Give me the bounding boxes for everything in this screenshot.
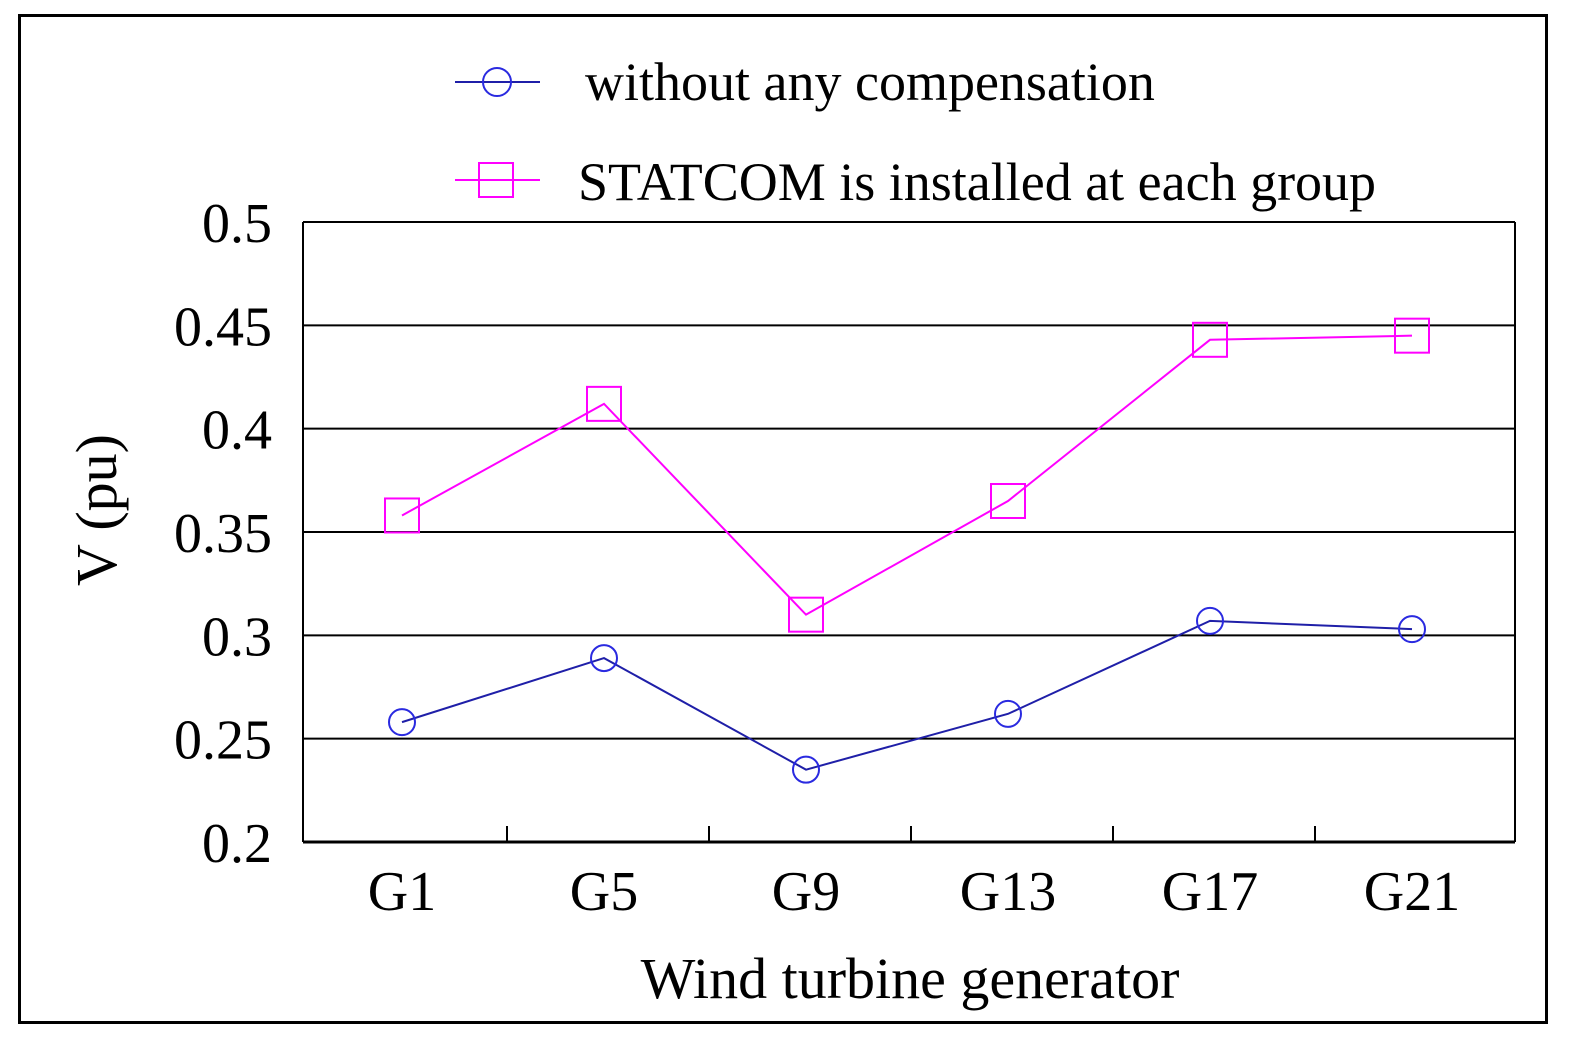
point-without-compensation-g17 [1196,606,1224,635]
point-without-compensation-g9 [792,755,820,784]
point-statcom-g21 [1394,317,1430,354]
series-group [384,317,1430,784]
x-tick-label-g21: G21 [1364,861,1460,923]
y-tick-label-0_45: 0.45 [174,296,272,358]
x-tick-label-g9: G9 [772,861,840,923]
y-tick-labels: 0.2 0.25 0.3 0.35 0.4 0.45 0.5 [174,193,272,875]
point-without-compensation-g13 [994,699,1022,728]
x-tick-label-g17: G17 [1162,861,1258,923]
chart-frame [18,14,1548,1024]
x-tick-label-g13: G13 [960,861,1056,923]
series-statcom [384,317,1430,633]
series-line-without-compensation [401,619,1413,771]
legend-label-statcom: STATCOM is installed at each group [578,152,1376,212]
point-without-compensation-g1 [388,708,416,737]
x-tick-marks [506,826,1316,842]
gridlines [303,221,1515,740]
legend: without any compensation STATCOM is inst… [455,52,1376,212]
legend-marker-square [478,162,514,198]
point-statcom-g5 [586,385,622,422]
y-axis-title: V (pu) [64,434,129,586]
y-tick-label-0_3: 0.3 [202,606,272,668]
point-statcom-g17 [1192,321,1228,358]
series-without-compensation [388,606,1426,784]
y-tick-label-0_35: 0.35 [174,503,272,565]
x-tick-labels: G1 G5 G9 G13 G17 G21 [368,861,1460,923]
y-tick-label-0_25: 0.25 [174,710,272,772]
y-tick-label-0_4: 0.4 [202,400,272,462]
point-without-compensation-g5 [590,644,618,673]
series-line-statcom [401,334,1413,616]
y-tick-label-0_2: 0.2 [202,813,272,875]
x-tick-label-g1: G1 [368,861,436,923]
point-statcom-g1 [384,497,420,534]
legend-item-without-compensation: without any compensation [455,52,1155,112]
x-tick-label-g5: G5 [570,861,638,923]
legend-marker-circle [482,67,512,97]
x-axis-title: Wind turbine generator [641,946,1180,1011]
point-without-compensation-g21 [1398,615,1426,644]
legend-item-statcom: STATCOM is installed at each group [455,152,1376,212]
y-tick-label-0_5: 0.5 [202,193,272,255]
point-statcom-g13 [990,483,1026,519]
point-statcom-g9 [788,596,824,633]
legend-label-without-compensation: without any compensation [585,52,1155,112]
plot-area [302,222,1516,844]
